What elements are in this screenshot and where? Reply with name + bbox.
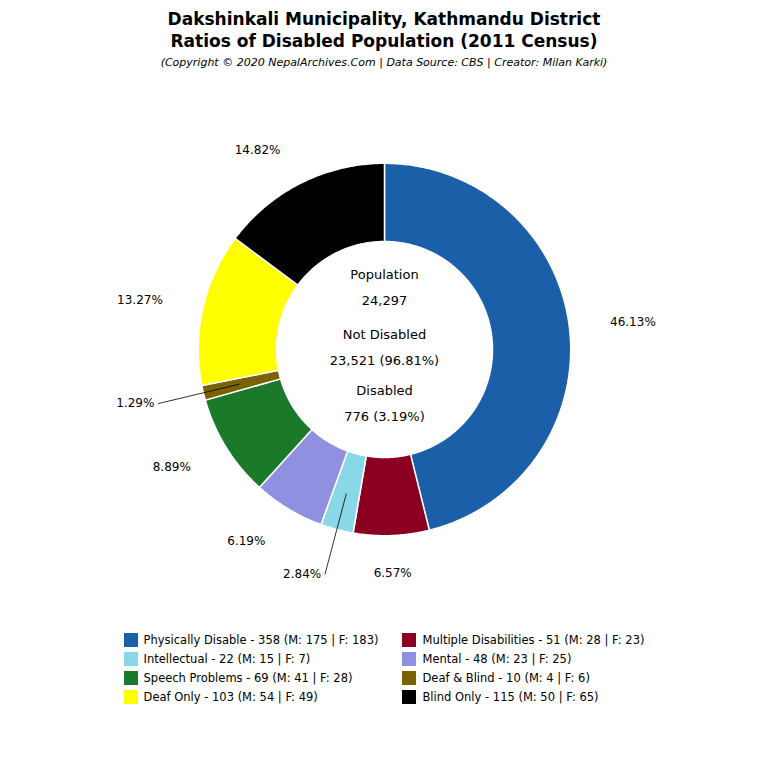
html-text:Blind Only - 115 (M: 50 | F: 6: Blind Only - 115 (M: 50 | F: 65) xyxy=(422,690,599,704)
html-text:(Copyright © 2020 NepalArchive: (Copyright © 2020 NepalArchives.Com | Da… xyxy=(160,56,608,69)
html-text:Physically Disable - 358 (M: 1: Physically Disable - 358 (M: 175 | F: 18… xyxy=(143,633,379,647)
svg-text:24,297: 24,297 xyxy=(362,293,408,308)
html-text:Dakshinkali Municipality, Kath: Dakshinkali Municipality, Kathmandu Dist… xyxy=(167,9,601,51)
html-text:Speech Problems - 69 (M: 41 |: Speech Problems - 69 (M: 41 | F: 28) xyxy=(143,671,353,685)
html-text:Mental - 48 (M: 23 | F: 25): Mental - 48 (M: 23 | F: 25) xyxy=(422,652,572,666)
svg-text:23,521 (96.81%): 23,521 (96.81%) xyxy=(330,353,439,368)
svg-text:1.29%: 1.29% xyxy=(116,396,154,410)
svg-text:14.82%: 14.82% xyxy=(235,143,281,157)
svg-text:46.13%: 46.13% xyxy=(610,315,656,329)
svg-text:8.89%: 8.89% xyxy=(153,460,191,474)
html-text:Deaf & Blind - 10 (M: 4 | F: 6: Deaf & Blind - 10 (M: 4 | F: 6) xyxy=(422,671,590,685)
svg-text:Not Disabled: Not Disabled xyxy=(343,327,426,342)
svg-text:776 (3.19%): 776 (3.19%) xyxy=(344,409,424,424)
svg-text:6.19%: 6.19% xyxy=(227,534,265,548)
svg-text:Population: Population xyxy=(350,267,418,282)
html-text:Multiple Disabilities - 51 (M:: Multiple Disabilities - 51 (M: 28 | F: 2… xyxy=(422,633,645,647)
html-text:Intellectual - 22 (M: 15 | F:: Intellectual - 22 (M: 15 | F: 7) xyxy=(143,652,311,666)
svg-text:Disabled: Disabled xyxy=(356,383,412,398)
html-text:Deaf Only - 103 (M: 54 | F: 49: Deaf Only - 103 (M: 54 | F: 49) xyxy=(143,690,318,704)
svg-text:2.84%: 2.84% xyxy=(283,567,321,581)
svg-text:13.27%: 13.27% xyxy=(117,293,163,307)
svg-text:6.57%: 6.57% xyxy=(374,566,412,580)
